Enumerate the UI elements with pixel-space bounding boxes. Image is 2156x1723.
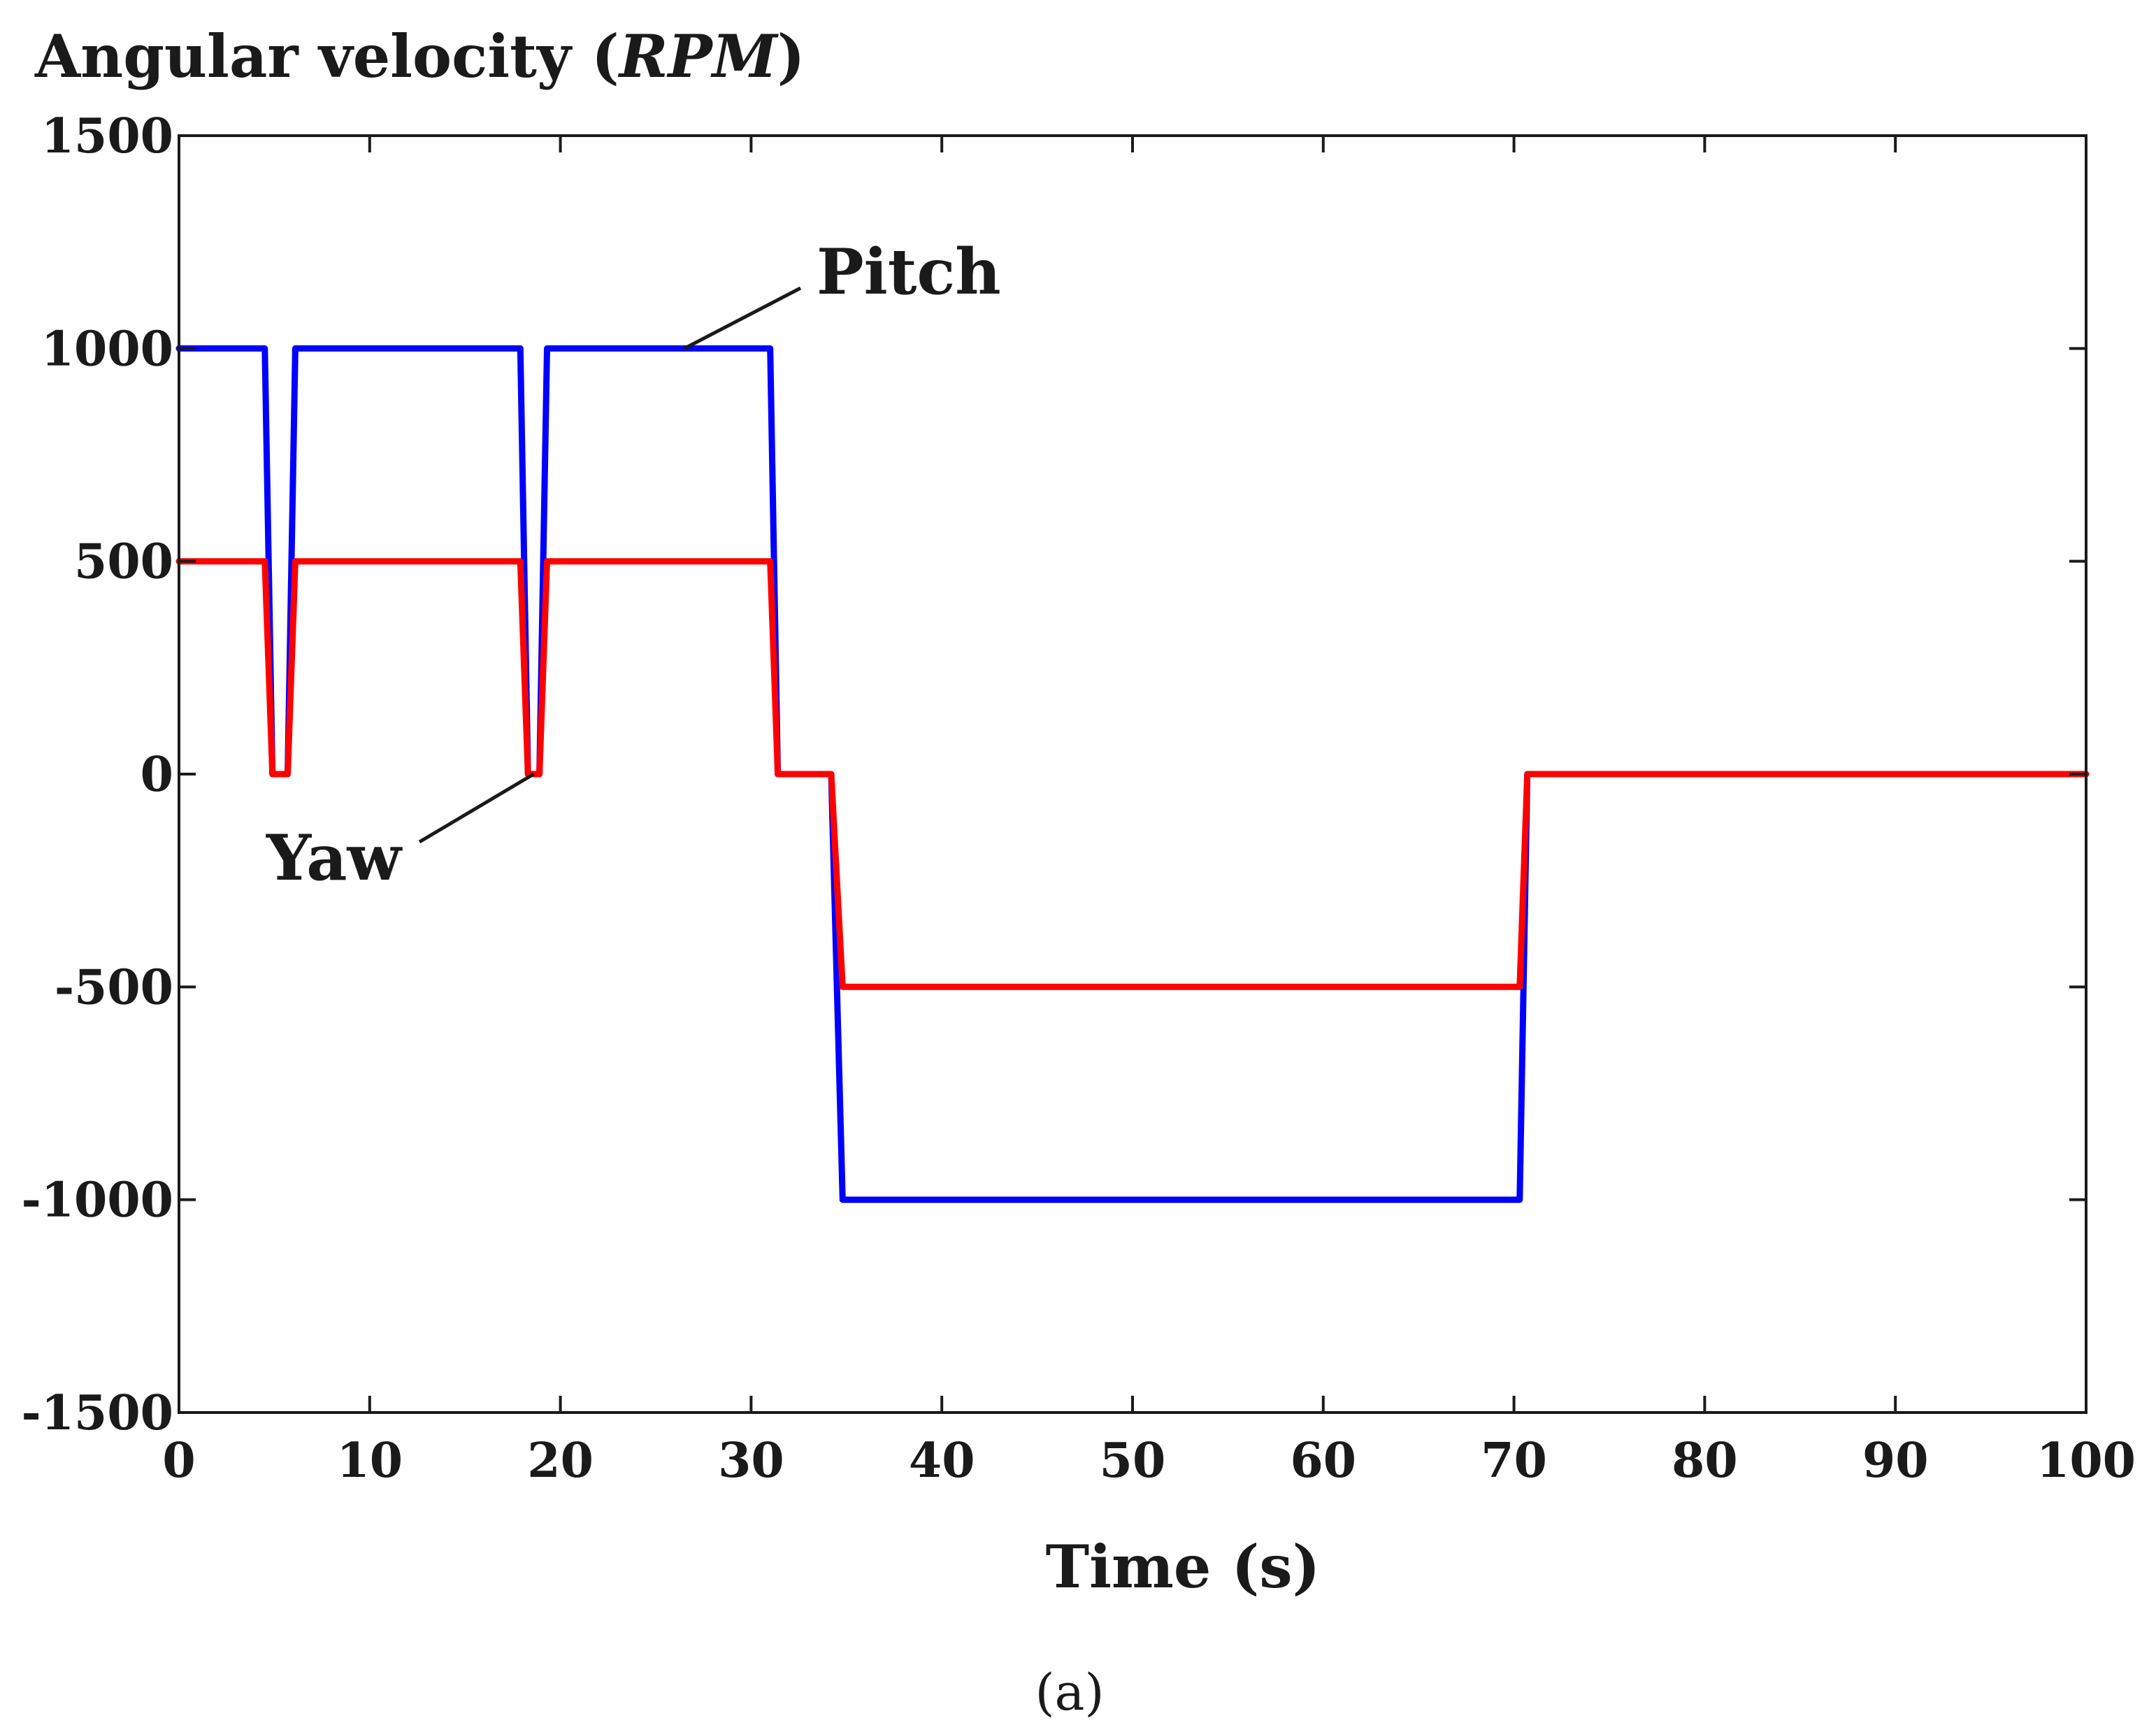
x-tick-label: 30 [718, 1433, 784, 1489]
y-tick-label: 1500 [41, 108, 173, 164]
x-tick-label: 10 [336, 1433, 403, 1489]
y-tick-label: 0 [141, 747, 173, 803]
x-tick-label: 70 [1481, 1433, 1547, 1489]
x-tick-label: 100 [2036, 1433, 2136, 1489]
plot-frame [178, 134, 2087, 1414]
y-tick-label: -500 [55, 959, 173, 1015]
annotation-label-yaw: Yaw [266, 821, 403, 895]
x-tick-label: 80 [1672, 1433, 1738, 1489]
x-tick-label: 50 [1100, 1433, 1166, 1489]
x-tick-label: 60 [1290, 1433, 1356, 1489]
x-tick-label: 90 [1862, 1433, 1929, 1489]
plot-lines [175, 345, 2090, 1203]
series-line-yaw [175, 558, 2090, 990]
x-tick-labels: 0 10 20 30 40 50 60 70 80 90 100 [162, 1433, 2136, 1489]
y-tick-label: -1500 [22, 1385, 173, 1441]
y-tick-label: -1000 [22, 1173, 173, 1229]
figure-caption: (a) [1035, 1663, 1104, 1722]
y-axis-title: Angular velocity (RPM) [34, 22, 805, 91]
annotations: Pitch Yaw [266, 235, 1001, 895]
y-tick-label: 500 [74, 534, 173, 590]
x-tick-label: 20 [527, 1433, 594, 1489]
annotation-label-pitch: Pitch [817, 235, 1001, 309]
y-tick-labels: -1500 -1000 -500 0 500 1000 1500 [22, 108, 173, 1441]
y-tick-label: 1000 [41, 321, 173, 377]
annotation-leader-yaw [418, 772, 535, 844]
x-axis-title: Time (s) [1046, 1532, 1321, 1601]
x-tick-label: 40 [909, 1433, 975, 1489]
annotation-leader-pitch [683, 286, 802, 350]
x-tick-label: 0 [162, 1433, 195, 1489]
